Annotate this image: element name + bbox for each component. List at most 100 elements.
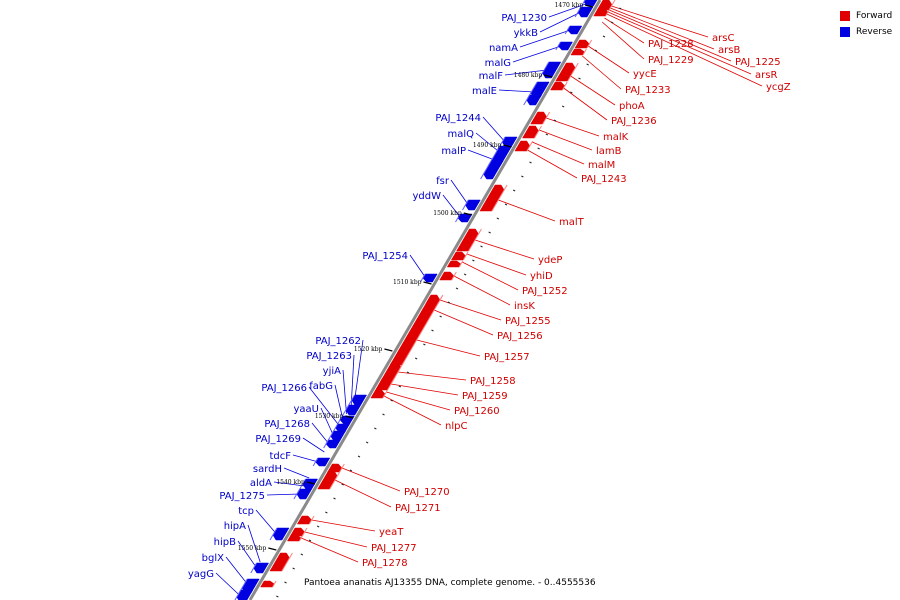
forward-gene-label[interactable]: PAJ_1277 (371, 543, 417, 554)
reverse-gene-label[interactable]: hipB (214, 537, 236, 548)
forward-gene-label[interactable]: yeaT (379, 527, 404, 538)
reverse-gene-label[interactable]: PAJ_1262 (315, 336, 361, 347)
forward-gene-8[interactable] (514, 140, 531, 152)
forward-gene-label[interactable]: ycgZ (766, 82, 791, 93)
reverse-gene-label[interactable]: malF (479, 71, 504, 82)
reverse-gene-label[interactable]: sardH (253, 464, 282, 475)
reverse-gene-44[interactable] (325, 439, 341, 449)
forward-gene-20[interactable] (317, 470, 338, 490)
forward-gene-24[interactable] (269, 552, 290, 572)
reverse-gene-45[interactable] (315, 457, 331, 467)
forward-gene-21[interactable] (296, 515, 312, 525)
reverse-gene-label[interactable]: PAJ_1263 (306, 351, 352, 362)
forward-gene-label[interactable]: PAJ_1229 (648, 55, 694, 66)
forward-gene-2[interactable] (574, 39, 590, 49)
forward-gene-label[interactable]: PAJ_1257 (484, 352, 530, 363)
forward-gene-label[interactable]: PAJ_1252 (522, 286, 568, 297)
forward-gene-13[interactable] (439, 271, 455, 281)
forward-gene-label[interactable]: malK (603, 132, 629, 143)
forward-gene-label[interactable]: PAJ_1260 (454, 406, 500, 417)
reverse-gene-label[interactable]: yaaU (294, 404, 320, 415)
forward-gene-5[interactable] (550, 81, 566, 91)
reverse-gene-42[interactable] (335, 423, 351, 433)
reverse-gene-label[interactable]: malG (485, 58, 511, 69)
reverse-gene-label[interactable]: hipA (224, 521, 246, 532)
forward-gene-label[interactable]: PAJ_1228 (648, 39, 694, 50)
reverse-gene-47[interactable] (296, 488, 313, 500)
reverse-gene-37[interactable] (457, 213, 473, 223)
forward-gene-label[interactable]: ydeP (538, 255, 562, 266)
forward-gene-label[interactable]: arsR (755, 70, 777, 81)
reverse-gene-label[interactable]: tdcF (269, 451, 291, 462)
forward-gene-label[interactable]: PAJ_1236 (611, 116, 657, 127)
reverse-gene-label[interactable]: ykkB (514, 28, 539, 39)
forward-gene-15[interactable] (389, 294, 441, 366)
reverse-gene-label[interactable]: PAJ_1275 (219, 491, 265, 502)
forward-gene-10[interactable] (456, 228, 479, 252)
reverse-gene-29[interactable] (557, 41, 573, 51)
forward-gene-22[interactable] (289, 527, 305, 537)
reverse-gene-label[interactable]: tcp (238, 506, 254, 517)
reverse-gene-label[interactable]: fsr (436, 176, 450, 187)
forward-gene-label[interactable]: PAJ_1270 (404, 487, 450, 498)
forward-gene-label[interactable]: PAJ_1255 (505, 316, 551, 327)
reverse-gene-40[interactable] (345, 404, 362, 416)
forward-gene-3[interactable] (570, 48, 585, 56)
forward-gene-19[interactable] (327, 463, 343, 473)
forward-gene-label[interactable]: yycE (633, 69, 657, 80)
reverse-gene-label[interactable]: PAJ_1266 (261, 383, 307, 394)
reverse-gene-49[interactable] (253, 562, 270, 574)
forward-gene-label[interactable]: PAJ_1225 (735, 57, 781, 68)
forward-gene-12[interactable] (446, 260, 462, 268)
forward-gene-label[interactable]: phoA (619, 101, 645, 112)
forward-gene-label[interactable]: PAJ_1243 (581, 174, 627, 185)
reverse-gene-label[interactable]: yjiA (323, 366, 341, 377)
reverse-gene-label[interactable]: malE (472, 86, 497, 97)
reverse-gene-36[interactable] (465, 199, 481, 211)
reverse-gene-label[interactable]: malQ (447, 129, 474, 140)
reverse-gene-label[interactable]: PAJ_1244 (435, 113, 481, 124)
reverse-gene-label[interactable]: PAJ_1230 (501, 13, 547, 24)
reverse-gene-39[interactable] (351, 394, 368, 406)
forward-gene-label[interactable]: PAJ_1258 (470, 376, 516, 387)
reverse-gene-41[interactable] (339, 415, 355, 425)
reverse-gene-35[interactable] (483, 160, 504, 180)
reverse-gene-26[interactable] (583, 0, 598, 7)
forward-gene-1[interactable] (593, 7, 609, 17)
reverse-gene-label[interactable]: malP (441, 146, 466, 157)
reverse-gene-label[interactable]: fabG (309, 381, 333, 392)
reverse-gene-28[interactable] (567, 25, 583, 35)
forward-gene-label[interactable]: yhiD (530, 271, 553, 282)
reverse-gene-label[interactable]: PAJ_1268 (264, 419, 310, 430)
forward-gene-label[interactable]: PAJ_1233 (625, 85, 671, 96)
reverse-gene-38[interactable] (422, 273, 438, 283)
forward-gene-4[interactable] (555, 62, 576, 82)
forward-gene-label[interactable]: nlpC (445, 421, 467, 432)
forward-gene-23[interactable] (286, 534, 302, 542)
forward-gene-0[interactable] (596, 0, 613, 11)
forward-gene-6[interactable] (530, 111, 548, 125)
forward-gene-17[interactable] (375, 377, 392, 391)
forward-gene-9[interactable] (479, 184, 505, 212)
forward-gene-label[interactable]: PAJ_1278 (362, 558, 408, 569)
reverse-gene-label[interactable]: yagG (188, 569, 214, 580)
forward-gene-label[interactable]: PAJ_1256 (497, 331, 543, 342)
reverse-gene-label[interactable]: bglX (202, 553, 224, 564)
reverse-gene-27[interactable] (577, 6, 594, 18)
forward-gene-label[interactable]: lamB (596, 146, 622, 157)
reverse-gene-label[interactable]: aldA (250, 478, 272, 489)
reverse-gene-48[interactable] (272, 527, 290, 541)
reverse-gene-label[interactable]: namA (489, 43, 518, 54)
reverse-gene-32[interactable] (526, 94, 543, 106)
reverse-gene-label[interactable]: yddW (412, 191, 441, 202)
forward-gene-label[interactable]: insK (514, 301, 535, 312)
forward-gene-7[interactable] (522, 125, 539, 139)
forward-gene-25[interactable] (260, 580, 275, 588)
forward-gene-label[interactable]: PAJ_1259 (462, 391, 508, 402)
forward-gene-label[interactable]: malM (588, 160, 615, 171)
reverse-gene-label[interactable]: PAJ_1254 (362, 251, 408, 262)
forward-gene-11[interactable] (450, 251, 466, 261)
forward-gene-label[interactable]: PAJ_1271 (395, 503, 441, 514)
reverse-gene-46[interactable] (302, 478, 319, 490)
reverse-gene-43[interactable] (330, 430, 347, 442)
